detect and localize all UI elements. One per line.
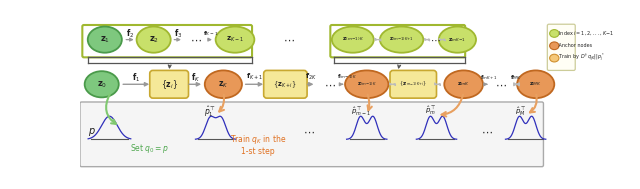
Text: $\mathbf{z}_{mK}$: $\mathbf{z}_{mK}$: [457, 80, 470, 88]
Text: Train $q_K$ in the
1-st step: Train $q_K$ in the 1-st step: [230, 133, 287, 156]
Ellipse shape: [444, 70, 483, 98]
Text: $\mathbf{z}_1$: $\mathbf{z}_1$: [100, 34, 110, 45]
Text: Anchor nodes: Anchor nodes: [557, 43, 592, 48]
Text: $\hat{p}_{m-1}^\top$: $\hat{p}_{m-1}^\top$: [351, 105, 371, 118]
Text: $\mathbf{z}_2$: $\mathbf{z}_2$: [148, 34, 159, 45]
Text: $\mathbf{f}_{K+1}$: $\mathbf{f}_{K+1}$: [246, 72, 263, 82]
Text: $\cdots$: $\cdots$: [190, 35, 202, 45]
Text: $\mathbf{f}_{(m\!-\!1)K}$: $\mathbf{f}_{(m\!-\!1)K}$: [337, 73, 356, 81]
Text: $\mathbf{z}_{K-1}$: $\mathbf{z}_{K-1}$: [226, 35, 244, 44]
Ellipse shape: [88, 26, 122, 53]
FancyBboxPatch shape: [264, 70, 307, 98]
FancyBboxPatch shape: [390, 70, 436, 98]
Text: $\mathbf{f}_3$: $\mathbf{f}_3$: [174, 27, 182, 40]
Text: $\mathbf{z}_{(m\!-\!1)K}$: $\mathbf{z}_{(m\!-\!1)K}$: [342, 36, 364, 43]
Text: $\mathbf{z}_{MK}$: $\mathbf{z}_{MK}$: [529, 80, 542, 88]
Text: $p$: $p$: [88, 126, 95, 138]
Text: $\hat{p}_1^\top$: $\hat{p}_1^\top$: [204, 104, 216, 119]
Ellipse shape: [550, 30, 559, 37]
Text: Train by $D^\dagger q_{jK}||p_j^*$: Train by $D^\dagger q_{jK}||p_j^*$: [557, 52, 604, 64]
Text: $\mathbf{f}_K$: $\mathbf{f}_K$: [191, 71, 200, 84]
Text: $\mathbf{z}_K$: $\mathbf{z}_K$: [218, 79, 228, 90]
Ellipse shape: [216, 26, 254, 53]
FancyBboxPatch shape: [547, 24, 575, 70]
Text: $\mathbf{f}_{2K}$: $\mathbf{f}_{2K}$: [305, 72, 317, 82]
Text: $\cdots$: $\cdots$: [303, 127, 314, 137]
Text: $\cdots$: $\cdots$: [324, 79, 335, 89]
Text: $\{\mathbf{z}_{(m\!-\!1)K\!+\!i}\}$: $\{\mathbf{z}_{(m\!-\!1)K\!+\!i}\}$: [399, 80, 428, 88]
Text: $\mathbf{f}_{mK+1}$: $\mathbf{f}_{mK+1}$: [479, 73, 497, 82]
Ellipse shape: [550, 54, 559, 62]
Text: $\{\mathbf{z}_i\}$: $\{\mathbf{z}_i\}$: [161, 78, 178, 91]
Text: $\cdots$: $\cdots$: [481, 127, 493, 137]
Text: $\cdots$: $\cdots$: [431, 35, 441, 45]
FancyBboxPatch shape: [150, 70, 189, 98]
Text: $\mathbf{f}_{K-1}$: $\mathbf{f}_{K-1}$: [202, 29, 218, 38]
Ellipse shape: [136, 26, 171, 53]
Ellipse shape: [345, 70, 388, 98]
Text: $\{\mathbf{z}_{K+i}\}$: $\{\mathbf{z}_{K+i}\}$: [273, 79, 297, 90]
Ellipse shape: [84, 71, 119, 97]
Ellipse shape: [380, 26, 423, 53]
Text: $\mathbf{f}_1$: $\mathbf{f}_1$: [132, 71, 141, 84]
Ellipse shape: [205, 70, 242, 98]
Text: Set $q_0 = p$: Set $q_0 = p$: [130, 143, 170, 156]
Ellipse shape: [439, 26, 476, 53]
Text: $\mathbf{z}_{mK\!-\!1}$: $\mathbf{z}_{mK\!-\!1}$: [449, 36, 467, 44]
Text: $\mathbf{z}_{(m\!-\!1)K}$: $\mathbf{z}_{(m\!-\!1)K}$: [356, 81, 377, 88]
Text: Index $i=1,2,...,K\!-\!1$: Index $i=1,2,...,K\!-\!1$: [557, 30, 614, 37]
Ellipse shape: [550, 42, 559, 50]
Text: $\hat{p}_m^\top$: $\hat{p}_m^\top$: [426, 105, 436, 118]
Text: $\mathbf{z}_{(m\!-\!1)K\!+\!1}$: $\mathbf{z}_{(m\!-\!1)K\!+\!1}$: [389, 36, 414, 43]
Text: $\hat{p}_M^\top$: $\hat{p}_M^\top$: [515, 105, 526, 118]
Text: $\mathbf{z}_0$: $\mathbf{z}_0$: [97, 79, 107, 90]
Text: $\mathbf{f}_{MK}$: $\mathbf{f}_{MK}$: [509, 73, 522, 82]
Ellipse shape: [517, 70, 554, 98]
Ellipse shape: [332, 26, 374, 53]
FancyBboxPatch shape: [80, 102, 543, 167]
Text: $\cdots$: $\cdots$: [495, 79, 507, 89]
Text: $\mathbf{f}_2$: $\mathbf{f}_2$: [126, 27, 134, 40]
Text: $\cdots$: $\cdots$: [284, 35, 295, 45]
